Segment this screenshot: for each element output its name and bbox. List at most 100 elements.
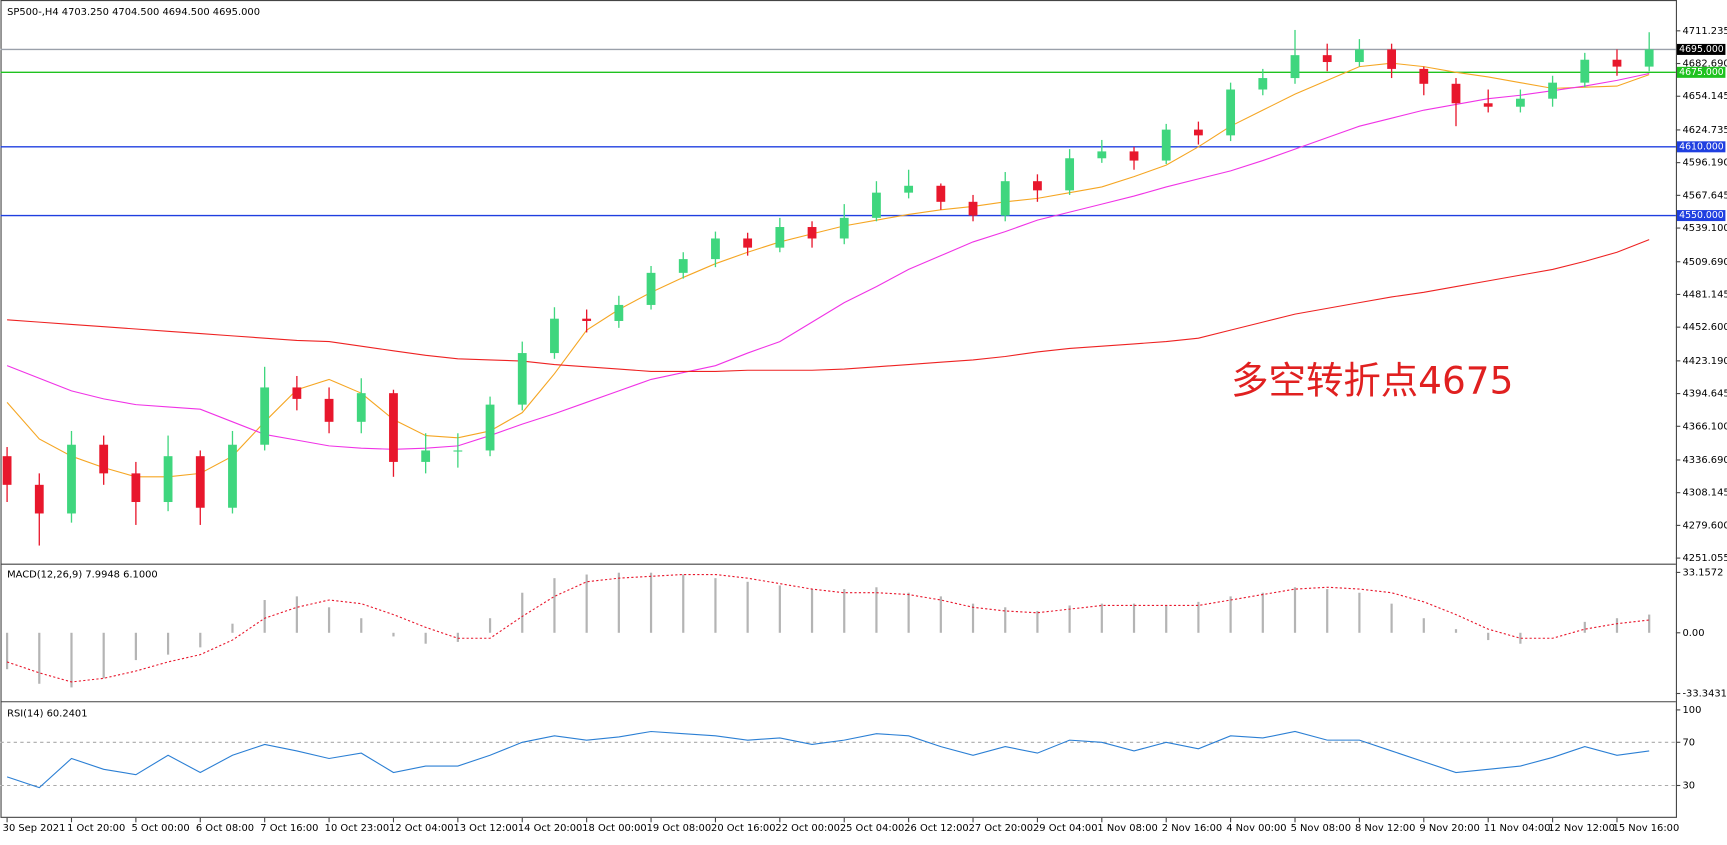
x-tick-label: 22 Oct 00:00 — [775, 823, 839, 834]
candle-body — [1161, 129, 1171, 161]
y-tick-label: 4308.145 — [1682, 488, 1727, 499]
x-tick-label: 1 Nov 08:00 — [1097, 823, 1157, 834]
y-tick-label: 4682.690 — [1682, 59, 1727, 70]
candle-body — [163, 456, 173, 503]
x-tick-label: 7 Oct 16:00 — [260, 823, 318, 834]
y-tick-label: 0.00 — [1682, 628, 1704, 639]
candle-body — [1065, 158, 1075, 191]
candle-body — [453, 450, 463, 452]
candle-body — [356, 393, 366, 422]
candle-body — [872, 192, 881, 218]
y-tick-label: 4366.100 — [1682, 421, 1727, 432]
level-label-box — [1676, 210, 1726, 222]
candle-body — [1612, 59, 1622, 67]
candle-body — [1000, 181, 1010, 216]
y-tick-label: 70 — [1682, 737, 1695, 748]
y-tick-label: 4394.645 — [1682, 389, 1727, 400]
candle-body — [1290, 55, 1300, 79]
candle-body — [614, 304, 624, 321]
level-label-box — [1676, 43, 1726, 55]
x-tick-label: 30 Sep 2021 — [3, 823, 66, 834]
x-tick-label: 9 Nov 20:00 — [1419, 823, 1479, 834]
level-label-box — [1676, 141, 1726, 153]
candle-body — [968, 201, 978, 216]
x-tick-label: 15 Nov 16:00 — [1613, 823, 1680, 834]
x-tick-label: 20 Oct 16:00 — [711, 823, 775, 834]
y-tick-label: 4539.100 — [1682, 223, 1727, 234]
x-tick-label: 18 Oct 00:00 — [582, 823, 646, 834]
candle-body — [1483, 103, 1493, 107]
candle-body — [34, 484, 44, 514]
level-label-box — [1676, 66, 1726, 78]
candle-body — [646, 272, 656, 305]
candle-body — [904, 185, 914, 193]
x-tick-label: 19 Oct 08:00 — [647, 823, 711, 834]
candle-body — [1580, 59, 1590, 83]
rsi-line — [6, 730, 1650, 789]
candle-body — [1451, 83, 1461, 104]
moving-average — [7, 239, 1650, 372]
x-tick-label: 5 Oct 00:00 — [131, 823, 189, 834]
candle-body — [131, 473, 141, 503]
candle-body — [421, 450, 431, 462]
x-tick-label: 12 Nov 12:00 — [1548, 823, 1615, 834]
y-tick-label: 33.1572 — [1682, 567, 1723, 578]
panel-title: SP500-,H4 4703.250 4704.500 4694.500 469… — [7, 7, 260, 18]
panel-title: MACD(12,26,9) 7.9948 6.1000 — [7, 570, 158, 581]
x-tick-label: 13 Oct 12:00 — [453, 823, 517, 834]
y-tick-label: 4423.190 — [1682, 356, 1727, 367]
level-label: 4695.000 — [1679, 44, 1724, 55]
candle-body — [1355, 49, 1364, 63]
candle-body — [936, 185, 946, 202]
y-tick-label: 4336.690 — [1682, 455, 1727, 466]
candle-body — [775, 227, 785, 248]
candle-body — [1387, 49, 1397, 69]
candle-body — [550, 318, 559, 354]
x-tick-label: 25 Oct 04:00 — [840, 823, 904, 834]
candle-body — [743, 238, 753, 248]
candle-body — [324, 398, 334, 422]
y-tick-label: 4624.735 — [1682, 125, 1727, 136]
x-tick-label: 6 Oct 08:00 — [196, 823, 254, 834]
candle-body — [1129, 151, 1139, 161]
y-tick-label: -33.3431 — [1682, 688, 1726, 699]
x-tick-label: 29 Oct 04:00 — [1033, 823, 1097, 834]
candle-body — [67, 444, 76, 514]
candle-body — [292, 387, 302, 399]
candle-body — [2, 456, 12, 485]
y-tick-label: 4452.600 — [1682, 322, 1727, 333]
level-label: 4675.000 — [1679, 67, 1724, 78]
x-tick-label: 10 Oct 23:00 — [325, 823, 389, 834]
candle-body — [485, 404, 495, 451]
y-tick-label: 4279.600 — [1682, 520, 1727, 531]
candle-body — [1644, 49, 1654, 67]
candle-body — [711, 238, 720, 260]
candle-body — [389, 393, 398, 462]
panel-title: RSI(14) 60.2401 — [7, 708, 87, 719]
candle-body — [195, 456, 205, 508]
y-tick-label: 4654.145 — [1682, 91, 1727, 102]
x-tick-label: 26 Oct 12:00 — [904, 823, 968, 834]
candle-body — [99, 444, 109, 474]
y-tick-label: 4509.690 — [1682, 257, 1727, 268]
candle-body — [228, 444, 237, 508]
candle-body — [582, 318, 592, 321]
candle-body — [839, 217, 849, 239]
candle-body — [1226, 89, 1236, 136]
candle-body — [1097, 151, 1107, 159]
candle-body — [1548, 82, 1557, 99]
x-tick-label: 5 Nov 08:00 — [1291, 823, 1351, 834]
candle-body — [1194, 129, 1203, 136]
candle-body — [517, 353, 527, 405]
candle-body — [678, 259, 688, 273]
candle-body — [1258, 78, 1268, 90]
y-tick-label: 4567.645 — [1682, 190, 1727, 201]
moving-average — [6, 62, 1650, 478]
moving-average — [6, 72, 1650, 450]
candle-body — [1419, 68, 1429, 84]
x-tick-label: 1 Oct 20:00 — [67, 823, 125, 834]
candle-body — [807, 227, 817, 239]
candle-body — [260, 387, 270, 445]
